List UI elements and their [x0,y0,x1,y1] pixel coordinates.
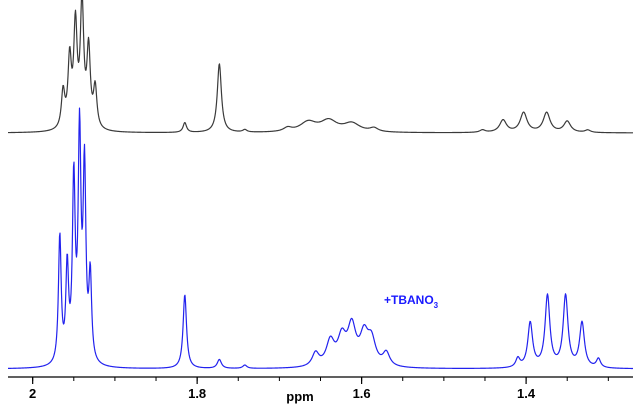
tbano3-annotation: +TBANO3 [384,293,439,310]
x-axis-title: ppm [286,389,313,404]
x-tick-label: 1.4 [517,386,536,401]
annotation-main: +TBANO [384,293,434,307]
x-tick-label: 1.8 [188,386,206,401]
x-axis-ticks: 2 1.8 1.6 1.4 [29,377,609,401]
x-tick-label: 1.6 [353,386,371,401]
x-tick-label: 2 [29,386,36,401]
annotation-subscript: 3 [434,301,439,310]
spectrum-trace-top [7,0,634,134]
spectrum-trace-bottom [7,107,634,370]
